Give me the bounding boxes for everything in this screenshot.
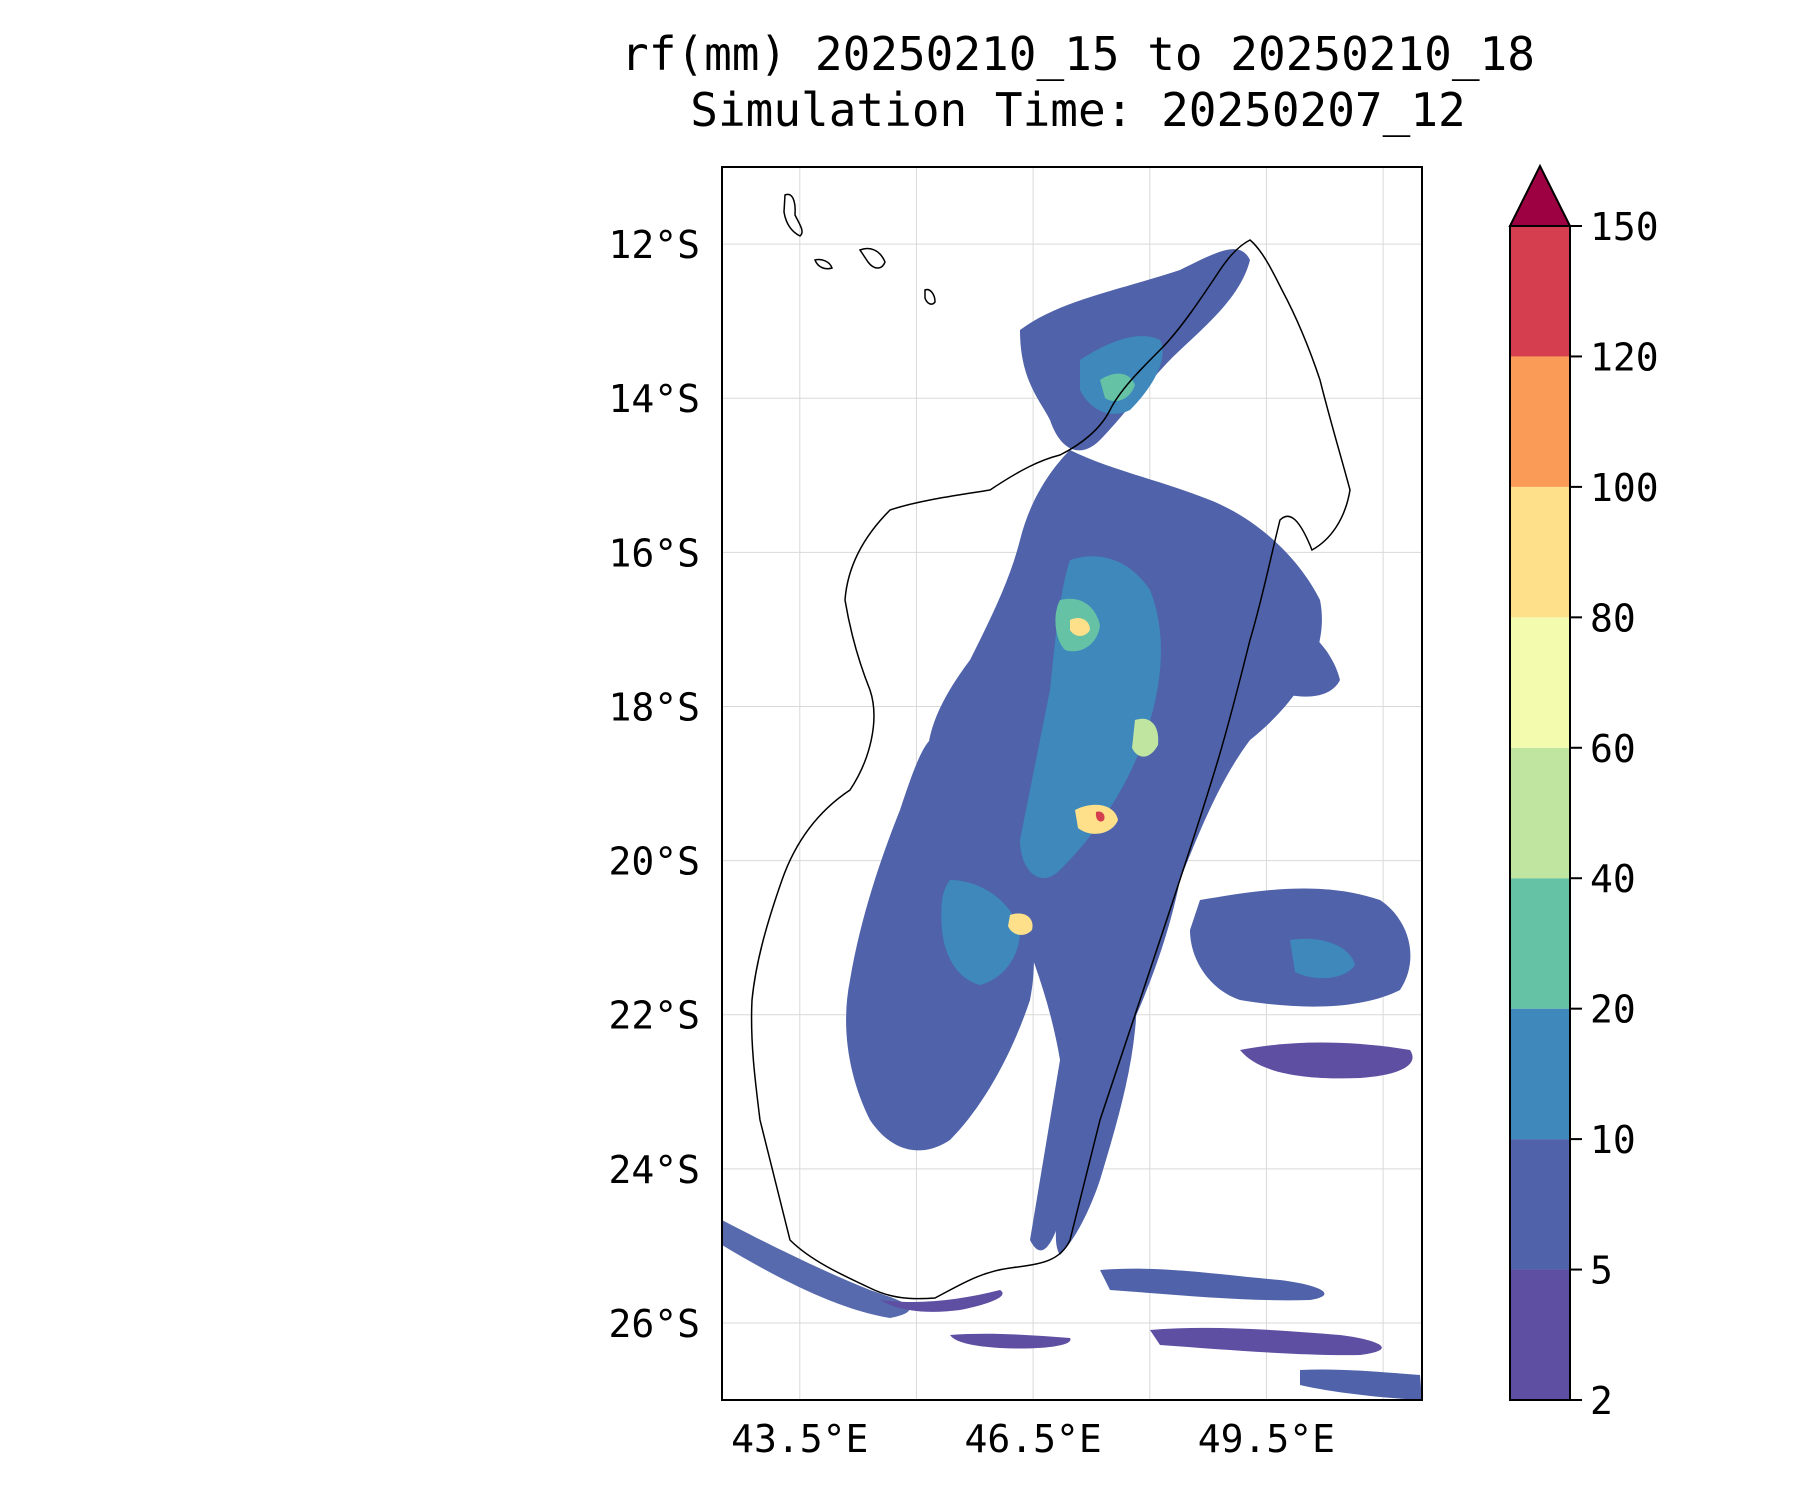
lat-tick-label: 12°S (608, 223, 700, 267)
lat-tick-label: 22°S (608, 994, 700, 1038)
colorbar-segment (1510, 747, 1570, 879)
coastline-grande-comore (783, 193, 803, 237)
rain-band-east-offshore-2 (1240, 1042, 1413, 1079)
rain-peak-central-2-max (1095, 811, 1105, 822)
lat-tick-label: 26°S (608, 1302, 700, 1346)
rainfall-field (722, 249, 1422, 1400)
rain-band-south-ocean-1 (1100, 1268, 1325, 1301)
colorbar-segment (1510, 617, 1570, 748)
rain-cluster-north-peak (1100, 373, 1135, 402)
rain-peak-central-1 (1132, 718, 1159, 757)
coastline-mayotte (924, 288, 936, 305)
rain-peak-north-highlands (1070, 618, 1090, 636)
colorbar-tick-label: 2 (1590, 1379, 1613, 1423)
colorbar-segment (1510, 356, 1570, 487)
rain-band-southwest-ocean (722, 1220, 910, 1318)
rain-band-south-ocean-3 (1300, 1369, 1422, 1400)
rain-band-northeast-ocean (1240, 600, 1340, 697)
lon-tick-label: 46.5°E (964, 1417, 1101, 1461)
colorbar-segment (1510, 1269, 1570, 1400)
colorbar-tick-label: 60 (1590, 727, 1636, 771)
colorbar-segment (1510, 486, 1570, 618)
colorbar-tick-label: 10 (1590, 1118, 1636, 1162)
coastline (750, 193, 1351, 1300)
colorbar-segment (1510, 1008, 1570, 1140)
rain-peak-southwest (1008, 913, 1033, 935)
lat-tick-label: 20°S (608, 840, 700, 884)
lon-tick-label: 49.5°E (1198, 1417, 1335, 1461)
colorbar: 2 5 10 20 40 60 80 100 120 150 (1508, 163, 1659, 1423)
rain-band-east-offshore-core (1290, 938, 1355, 979)
colorbar-outline (1509, 225, 1571, 1401)
coastline-madagascar (750, 239, 1351, 1300)
rain-cluster-southwest-medium (941, 880, 1020, 985)
colorbar-extend-arrow (1508, 163, 1572, 227)
longitude-tick-labels: 43.5°E 46.5°E 49.5°E (731, 1417, 1335, 1461)
colorbar-tick-label: 120 (1590, 335, 1659, 379)
rain-cluster-southwest (846, 740, 1034, 1151)
lat-tick-label: 18°S (608, 685, 700, 729)
rain-band-south-coast (880, 1290, 1003, 1312)
rain-band-south-ocean-2 (1150, 1327, 1382, 1356)
title-line-2: Simulation Time: 20250207_12 (690, 83, 1465, 137)
colorbar-segment (1510, 226, 1570, 357)
lat-tick-label: 14°S (608, 377, 700, 421)
colorbar-segment (1510, 1139, 1570, 1270)
rain-strip-southeast-coast (1055, 930, 1137, 1255)
coastline-moheli (814, 258, 833, 270)
lon-tick-label: 43.5°E (731, 1417, 868, 1461)
map-frame (721, 166, 1423, 1401)
colorbar-tick-label: 150 (1590, 205, 1659, 249)
coastline-anjouan (858, 247, 886, 269)
rain-band-south-ocean-4 (950, 1333, 1071, 1349)
lat-tick-label: 24°S (608, 1148, 700, 1192)
lat-tick-label: 16°S (608, 531, 700, 575)
colorbar-tick-label: 5 (1590, 1249, 1613, 1293)
colorbar-tick-label: 100 (1590, 466, 1659, 510)
rain-spine-central (927, 450, 1322, 1251)
title-line-1: rf(mm) 20250210_15 to 20250210_18 (621, 27, 1535, 81)
rain-spine-central-medium (1020, 556, 1161, 879)
latitude-tick-labels: 12°S 14°S 16°S 18°S 20°S 22°S 24°S 26°S (608, 223, 700, 1346)
rain-peak-central-2 (1075, 804, 1118, 834)
colorbar-tick-label: 20 (1590, 988, 1636, 1032)
colorbar-tick-label: 40 (1590, 857, 1636, 901)
colorbar-segment (1510, 878, 1570, 1009)
colorbar-tick-label: 80 (1590, 596, 1636, 640)
